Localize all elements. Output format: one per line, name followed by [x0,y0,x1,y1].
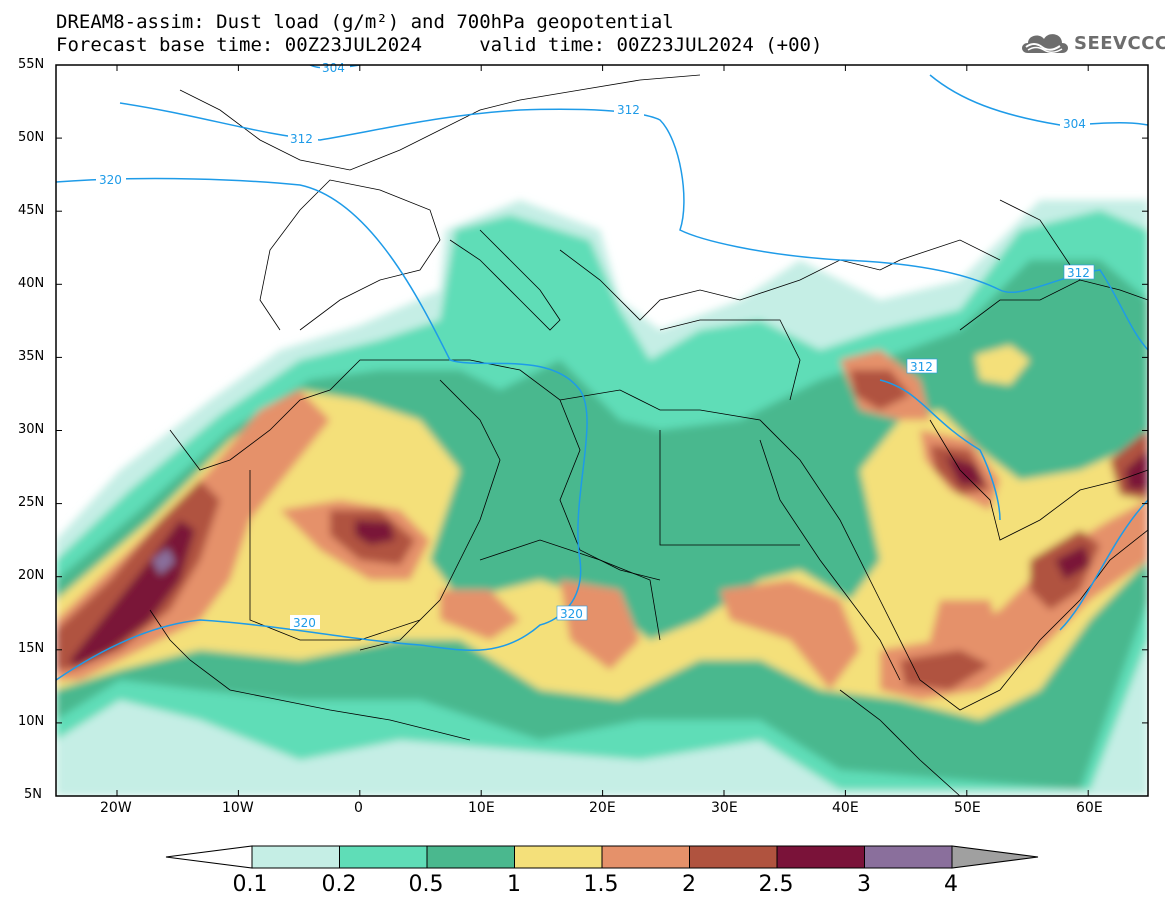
colorbar-label: 0.2 [321,872,357,897]
geopotential-contours [56,65,1148,681]
contour-label-320b: 320 [293,616,316,630]
colorbar-swatch [689,845,778,869]
lat-label: 40N [18,276,45,291]
lon-label: 40E [832,800,859,816]
colorbar-swatch [776,845,865,869]
lat-label: 10N [18,714,45,729]
seevccc-logo: SEEVCCC [1018,28,1165,58]
lon-label: 20W [100,800,132,816]
colorbar-swatch [251,845,340,869]
colorbar-low-arrow [165,845,253,869]
colorbar-label: 2 [682,872,696,897]
colorbar-label: 3 [857,872,871,897]
contour-label-312b: 312 [617,103,640,117]
colorbar-label: 0.5 [408,872,444,897]
coastlines [149,74,1148,796]
lat-label: 35N [18,349,45,364]
lat-label: 45N [18,203,45,218]
colorbar-label: 4 [944,872,958,897]
lat-label: 25N [18,495,45,510]
lat-label: 30N [18,422,45,437]
contour-label-312d: 312 [910,360,933,374]
contour-label-312c: 312 [1067,266,1090,280]
forecast-time-line: Forecast base time: 00Z23JUL2024 valid t… [56,34,823,56]
lat-label: 15N [18,641,45,656]
lat-label: 55N [18,57,45,72]
lon-label: 0 [354,800,363,816]
colorbar-swatch [426,845,515,869]
colorbar-label: 2.5 [758,872,794,897]
colorbar-label: 1.5 [583,872,619,897]
lon-label: 50E [954,800,981,816]
contour-label-320a: 320 [99,173,122,187]
lon-label: 20E [589,800,616,816]
lat-label: 5N [24,787,42,802]
colorbar-swatch [514,845,603,869]
lon-label: 10W [222,800,254,816]
lat-label: 20N [18,568,45,583]
dust-field [56,200,1148,796]
lon-label: 60E [1076,800,1103,816]
contour-label-320c: 320 [560,607,583,621]
map-area [56,65,1148,796]
lon-label: 10E [468,800,495,816]
colorbar-swatch [601,845,690,869]
colorbar-label: 1 [507,872,521,897]
axis-ticks [56,64,1148,797]
cloud-icon [1022,34,1068,53]
lat-label: 50N [18,130,45,145]
contour-label-312a: 312 [290,132,313,146]
map-title: DREAM8-assim: Dust load (g/m²) and 700hP… [56,11,674,33]
lon-label: 30E [711,800,738,816]
logo-text: SEEVCCC [1074,32,1165,54]
colorbar-label: 0.1 [232,872,268,897]
colorbar-high-arrow [951,845,1039,869]
colorbar-swatch [339,845,428,869]
colorbar-swatch [864,845,953,869]
contour-label-304b: 304 [1063,117,1086,131]
